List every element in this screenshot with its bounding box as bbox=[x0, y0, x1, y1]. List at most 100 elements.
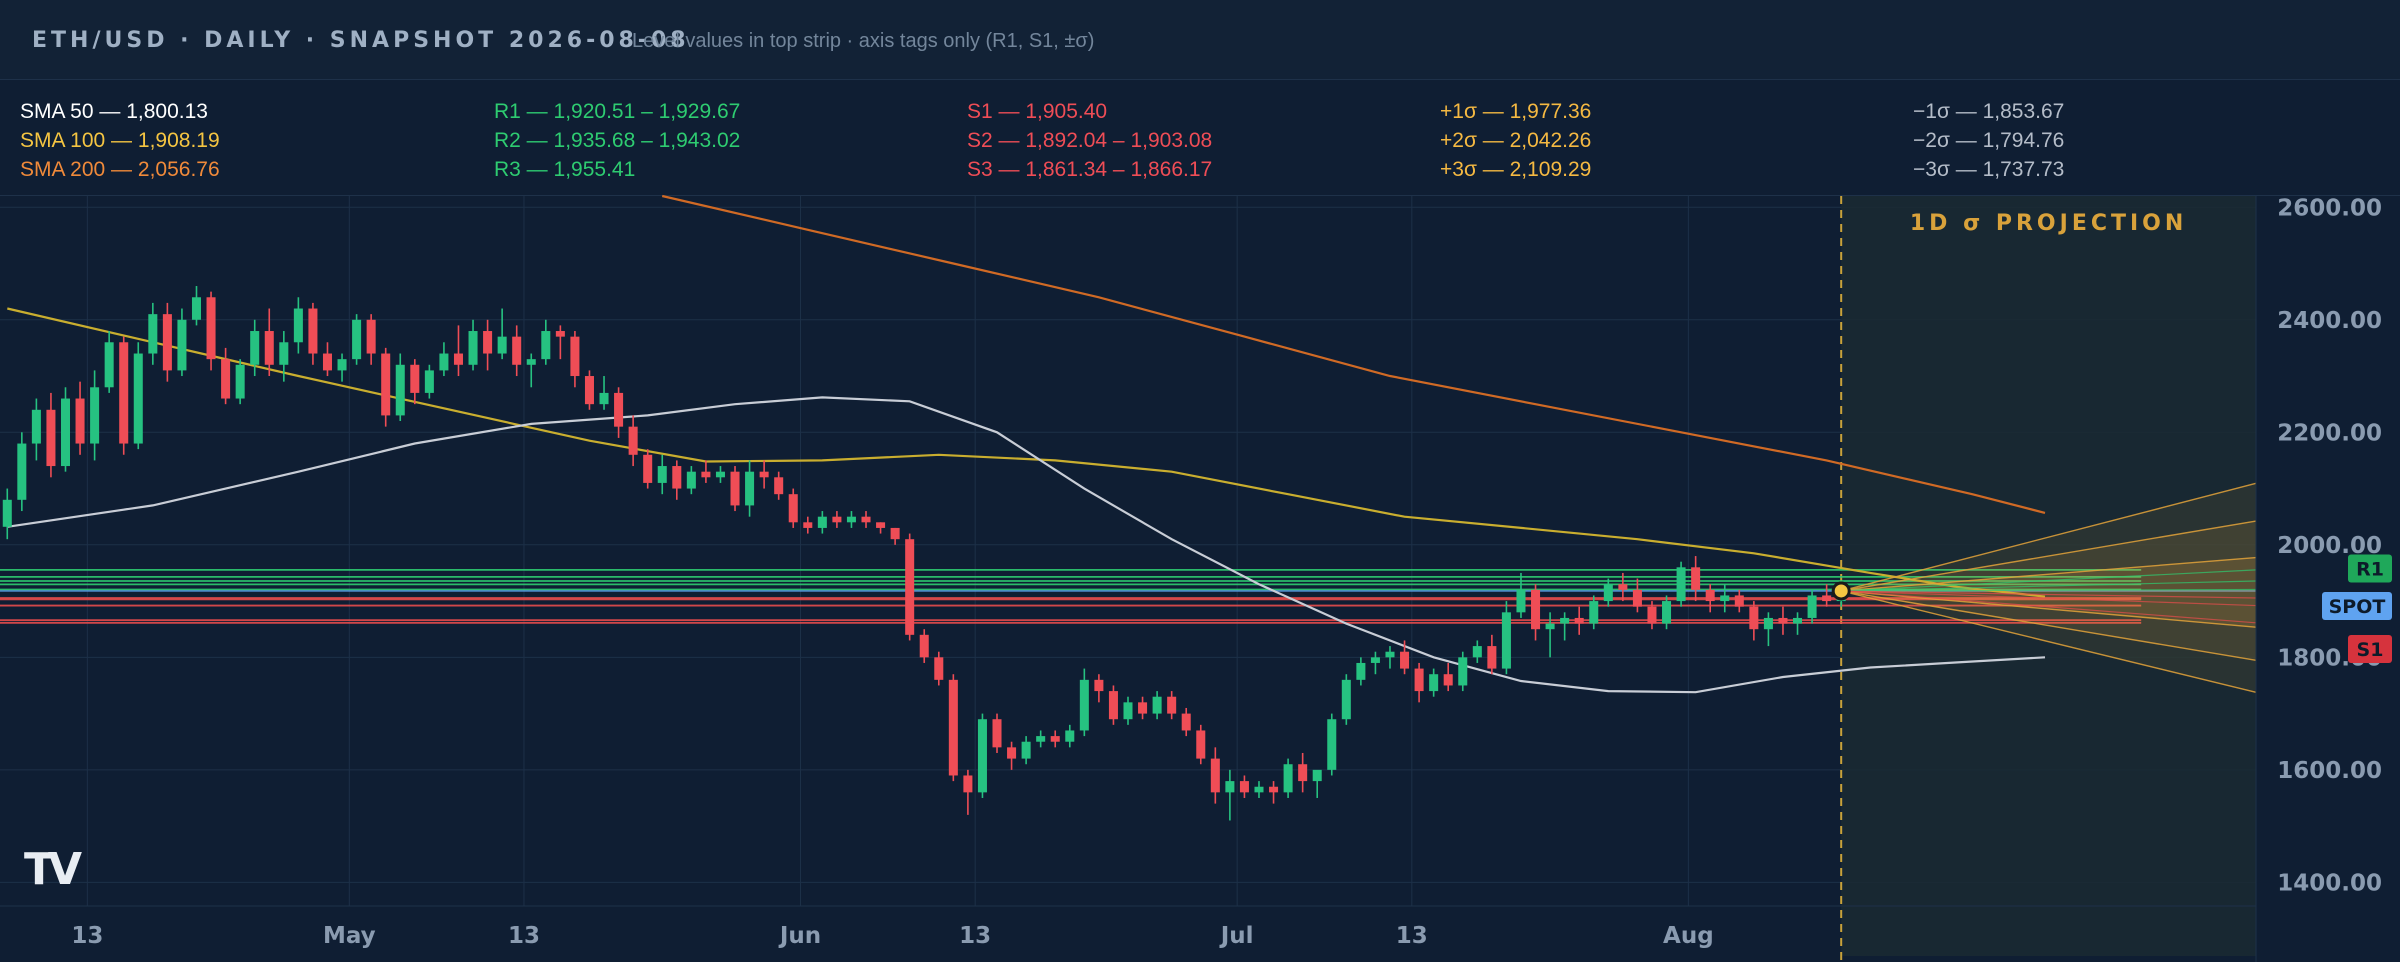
candle-body bbox=[526, 359, 536, 365]
projection-ray bbox=[1841, 590, 2257, 607]
candle-body bbox=[60, 398, 71, 467]
sigma-ray bbox=[1841, 590, 2257, 628]
candle-body bbox=[1603, 584, 1613, 602]
candle-body bbox=[992, 719, 1002, 748]
candle-body bbox=[570, 336, 580, 377]
candle-body bbox=[759, 471, 769, 478]
candle-body bbox=[1414, 668, 1424, 692]
x-tick-label: 13 bbox=[959, 923, 991, 949]
sma50-value: SMA 50 — 1,800.13 bbox=[20, 100, 208, 123]
tradingview-logo: TV bbox=[24, 844, 82, 895]
candle-body bbox=[701, 471, 711, 478]
sma200-line bbox=[661, 194, 2046, 514]
sigma-ray bbox=[1841, 590, 2257, 694]
candle-body bbox=[1472, 646, 1482, 658]
candle-body bbox=[497, 336, 507, 354]
sigma-ray bbox=[1841, 482, 2257, 592]
candle-body bbox=[1123, 702, 1133, 720]
candle-body bbox=[308, 308, 318, 354]
candle-body bbox=[1269, 786, 1279, 793]
candle-body bbox=[643, 454, 653, 483]
candle-body bbox=[890, 527, 900, 540]
sma-column: SMA 50 — 1,800.13 SMA 100 — 1,908.19 SMA… bbox=[20, 97, 220, 184]
r2-value: R2 — 1,935.68 – 1,943.02 bbox=[494, 129, 741, 152]
moving-averages bbox=[7, 194, 2046, 694]
candle-body bbox=[1298, 764, 1308, 782]
candle-body bbox=[133, 353, 143, 444]
candle-body bbox=[934, 657, 944, 680]
candle-body bbox=[1763, 617, 1773, 630]
candle-body bbox=[90, 387, 100, 444]
candle-body bbox=[337, 359, 347, 371]
candle-body bbox=[221, 359, 231, 399]
candle-body bbox=[905, 539, 915, 635]
candle-body bbox=[483, 331, 493, 354]
y-tick-label: 2400.00 bbox=[2277, 308, 2382, 334]
r3-value: R3 — 1,955.41 bbox=[494, 158, 636, 181]
candle-body bbox=[352, 319, 362, 360]
candle-body bbox=[861, 516, 871, 523]
candle-body bbox=[1327, 719, 1337, 770]
candle-body bbox=[686, 471, 696, 489]
sigma-cone bbox=[1831, 482, 2257, 694]
candle-body bbox=[1545, 623, 1555, 630]
sigma-band bbox=[1841, 483, 2256, 693]
minus-sigma-column: −1σ — 1,853.67 −2σ — 1,794.76 −3σ — 1,73… bbox=[1913, 97, 2064, 184]
candle-body bbox=[657, 466, 667, 483]
minus2-sigma-value: −2σ — 1,794.76 bbox=[1913, 129, 2065, 152]
candle-body bbox=[832, 516, 842, 523]
candle-body bbox=[235, 364, 245, 399]
candle-body bbox=[46, 409, 56, 467]
resistance-column: R1 — 1,920.51 – 1,929.67 R2 — 1,935.68 –… bbox=[494, 97, 740, 184]
candle-body bbox=[75, 398, 85, 444]
y-tick-label: 2000.00 bbox=[2277, 533, 2382, 559]
candle-body bbox=[1632, 589, 1642, 607]
plus1-sigma-value: +1σ — 1,977.36 bbox=[1440, 100, 1592, 123]
candle-body bbox=[1356, 662, 1366, 680]
sigma-band bbox=[1841, 521, 2256, 661]
x-tick-label: 13 bbox=[1396, 923, 1428, 949]
header-bar: ETH/USD · DAILY · SNAPSHOT 2026-08-08 Le… bbox=[0, 0, 2400, 80]
candle-body bbox=[672, 466, 682, 489]
candle-body bbox=[1574, 617, 1584, 624]
candle-body bbox=[17, 443, 27, 500]
candle-body bbox=[730, 471, 740, 506]
s1-axis-tag-label: S1 bbox=[2357, 639, 2384, 661]
candle-body bbox=[1341, 679, 1351, 720]
projection-ray bbox=[1841, 569, 2257, 592]
projection-zone: 1D σ PROJECTION bbox=[1840, 196, 2256, 962]
candle-body bbox=[177, 319, 187, 371]
plus2-sigma-value: +2σ — 2,042.26 bbox=[1440, 129, 1592, 152]
candle-body bbox=[1429, 674, 1439, 692]
candle-body bbox=[1021, 741, 1031, 759]
candle-body bbox=[1400, 651, 1410, 669]
spot-axis-tag bbox=[2322, 591, 2392, 620]
candle-body bbox=[1210, 758, 1220, 793]
candle-body bbox=[381, 353, 391, 416]
candle-body bbox=[846, 516, 856, 523]
candle-body bbox=[279, 342, 289, 365]
candle-body bbox=[1516, 589, 1526, 613]
candle-body bbox=[1589, 601, 1599, 624]
spot-marker bbox=[1831, 581, 1851, 601]
candle-body bbox=[293, 308, 303, 343]
candle-body bbox=[774, 477, 784, 495]
candle-body bbox=[1807, 595, 1817, 618]
candle-body bbox=[1196, 730, 1206, 759]
candle-body bbox=[395, 364, 405, 416]
candle-body bbox=[817, 516, 827, 528]
chart-title: ETH/USD · DAILY · SNAPSHOT 2026-08-08 bbox=[32, 28, 690, 53]
candle-body bbox=[468, 331, 478, 365]
axes: 1400.00 1600.00 1800.00 2000.00 2200.00 2400.… bbox=[0, 195, 2400, 962]
s2-value: S2 — 1,892.04 – 1,903.08 bbox=[967, 129, 1213, 152]
candle-body bbox=[1705, 589, 1715, 602]
plus3-sigma-value: +3σ — 2,109.29 bbox=[1440, 158, 1592, 181]
candle-body bbox=[1385, 651, 1395, 658]
candle-body bbox=[963, 775, 973, 793]
candle-body bbox=[715, 471, 725, 478]
sigma-band bbox=[1841, 557, 2256, 628]
x-tick-label: May bbox=[323, 923, 376, 949]
candle-body bbox=[1312, 769, 1322, 782]
x-tick-label: Jul bbox=[1219, 923, 1254, 949]
candle-body bbox=[439, 353, 449, 371]
